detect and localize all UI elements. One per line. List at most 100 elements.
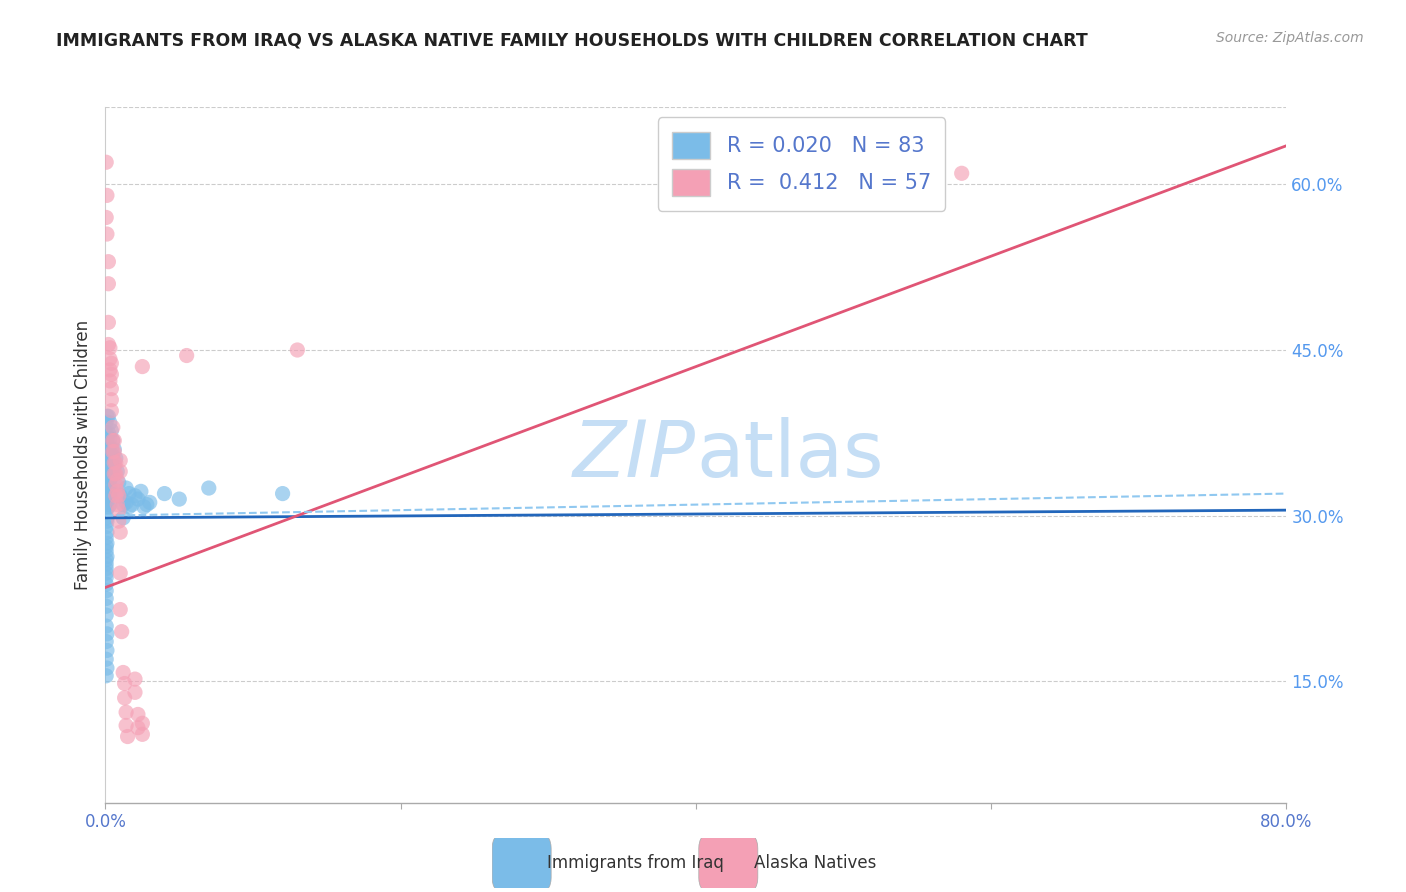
Point [101, 467, 124, 481]
Point [112, 665, 135, 680]
Point [97, 442, 120, 457]
Point [131, 727, 153, 741]
Point [131, 716, 153, 731]
Point [96, 498, 118, 512]
Point [97, 425, 120, 440]
Point [98, 467, 121, 481]
Point [97, 480, 120, 494]
Point [96, 409, 118, 424]
Point [950, 166, 973, 180]
Text: ZIP: ZIP [574, 417, 696, 493]
Point [115, 481, 138, 495]
Point [96, 448, 118, 462]
Point [96, 558, 118, 572]
Point [114, 690, 136, 705]
Point [271, 486, 294, 500]
Point [107, 475, 129, 490]
Point [96, 486, 118, 500]
Point [98, 374, 121, 388]
Point [97, 409, 120, 424]
Point [96, 549, 118, 564]
Point [96, 536, 118, 550]
Point [98, 351, 121, 366]
Point [135, 498, 157, 512]
Point [103, 467, 125, 481]
Point [110, 602, 132, 616]
Text: Source: ZipAtlas.com: Source: ZipAtlas.com [1216, 31, 1364, 45]
Point [115, 705, 138, 719]
Point [110, 489, 132, 503]
Text: IMMIGRANTS FROM IRAQ VS ALASKA NATIVE FAMILY HOUSEHOLDS WITH CHILDREN CORRELATIO: IMMIGRANTS FROM IRAQ VS ALASKA NATIVE FA… [56, 31, 1088, 49]
Point [197, 481, 219, 495]
Text: Alaska Natives: Alaska Natives [754, 854, 876, 872]
Point [96, 652, 118, 666]
Point [96, 577, 118, 591]
Point [96, 591, 118, 606]
Point [96, 155, 118, 169]
Point [96, 562, 118, 576]
Point [100, 403, 122, 417]
Point [114, 676, 136, 690]
Point [107, 503, 129, 517]
Point [100, 392, 122, 407]
Point [98, 341, 121, 355]
Point [100, 382, 122, 396]
Point [287, 343, 309, 357]
Point [131, 359, 153, 374]
Point [96, 553, 118, 567]
Point [112, 511, 135, 525]
Point [97, 315, 120, 329]
Point [96, 503, 118, 517]
Point [96, 544, 118, 558]
Point [104, 477, 127, 491]
Point [96, 188, 118, 202]
Point [107, 489, 129, 503]
Point [96, 514, 118, 528]
Point [100, 470, 122, 484]
Point [96, 643, 118, 657]
Point [101, 434, 124, 448]
Text: Immigrants from Iraq: Immigrants from Iraq [547, 854, 724, 872]
Point [127, 721, 149, 735]
Point [100, 368, 122, 382]
Point [96, 540, 118, 554]
Point [96, 661, 118, 675]
Point [104, 489, 127, 503]
Point [96, 634, 118, 648]
Legend: R = 0.020   N = 83, R =  0.412   N = 57: R = 0.020 N = 83, R = 0.412 N = 57 [658, 118, 945, 211]
Point [96, 608, 118, 623]
Point [103, 456, 125, 470]
Point [110, 566, 132, 580]
Point [97, 500, 120, 514]
Point [100, 457, 122, 471]
Point [98, 431, 121, 445]
Point [124, 489, 146, 503]
Point [97, 254, 120, 268]
FancyBboxPatch shape [492, 833, 551, 892]
Point [104, 456, 127, 470]
Point [110, 465, 132, 479]
Point [104, 467, 127, 481]
Point [96, 566, 118, 580]
Point [96, 627, 118, 641]
Point [97, 470, 120, 484]
Point [96, 211, 118, 225]
Point [117, 730, 139, 744]
Point [169, 492, 191, 507]
Point [98, 416, 121, 430]
Point [100, 442, 122, 457]
Point [101, 420, 124, 434]
Point [96, 227, 118, 241]
Point [127, 707, 149, 722]
Point [96, 431, 118, 445]
Point [97, 277, 120, 291]
Point [97, 490, 120, 504]
Point [96, 425, 118, 440]
Point [101, 451, 124, 466]
Point [98, 489, 121, 503]
Text: atlas: atlas [696, 417, 883, 493]
Point [100, 424, 122, 438]
Point [96, 465, 118, 479]
Point [105, 484, 128, 499]
Point [111, 624, 134, 639]
